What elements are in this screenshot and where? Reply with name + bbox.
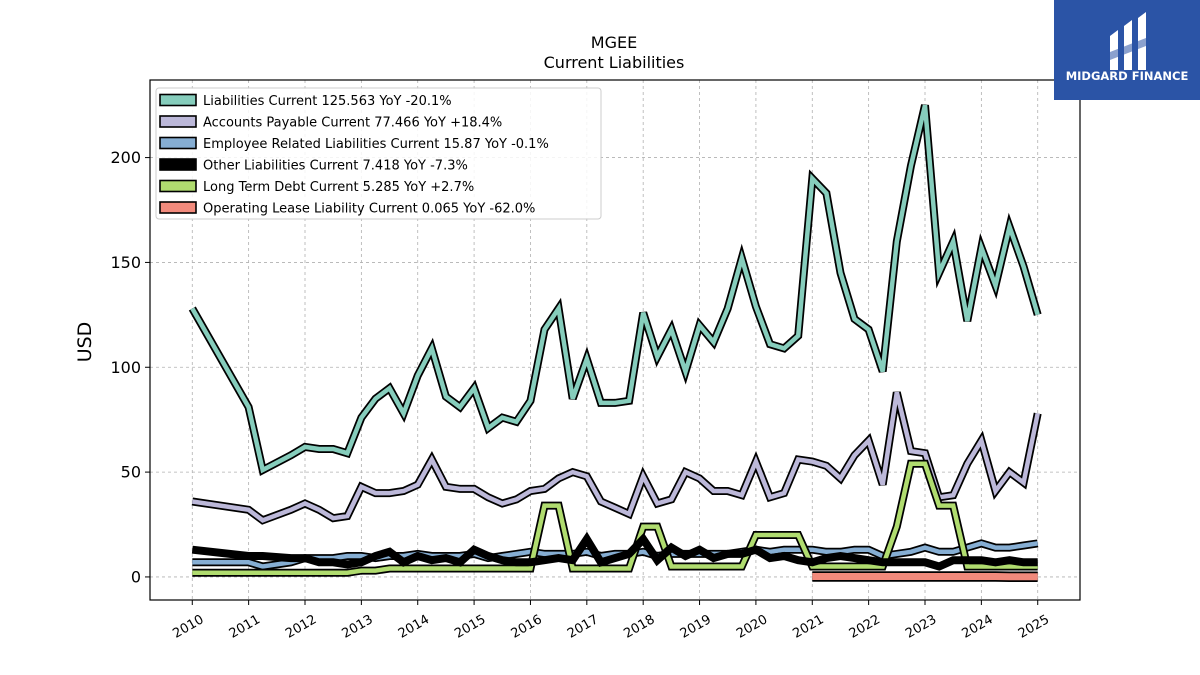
legend-item: Other Liabilities Current 7.418 YoY -7.3… — [159, 158, 468, 174]
legend-swatch — [159, 179, 197, 193]
series-line-other-liabilities-current — [191, 531, 1038, 571]
series-core — [192, 461, 1038, 575]
series-outline — [191, 531, 1038, 571]
y-tick-label: 150 — [110, 253, 141, 272]
legend-item: Employee Related Liabilities Current 15.… — [159, 136, 549, 152]
legend-swatch — [159, 201, 197, 214]
y-axis-label: USD — [74, 322, 96, 363]
series-line-long-term-debt-current — [192, 459, 1038, 577]
series-core — [190, 104, 1040, 474]
plot-area-frame — [149, 79, 1081, 601]
y-tick-label: 0 — [131, 567, 141, 586]
logo-mark-icon — [1110, 12, 1146, 70]
legend-swatch — [159, 136, 197, 150]
y-tick-label: 200 — [110, 148, 141, 167]
legend-label: Other Liabilities Current 7.418 YoY -7.3… — [203, 159, 468, 174]
logo-text: MIDGARD FINANCE — [1066, 69, 1189, 83]
legend-swatch — [159, 115, 197, 128]
legend-swatch — [159, 93, 197, 107]
series-core — [191, 391, 1040, 523]
legend-label: Employee Related Liabilities Current 15.… — [203, 137, 549, 152]
series-line-liabilities-current — [188, 104, 1042, 476]
y-axis: 0 50 100 150 200 — [110, 148, 150, 586]
y-tick-label: 100 — [110, 358, 141, 377]
legend-label: Accounts Payable Current 77.466 YoY +18.… — [203, 116, 502, 131]
chart-subtitle: Current Liabilities — [544, 53, 685, 72]
legend-label: Operating Lease Liability Current 0.065 … — [203, 202, 535, 217]
legend-item: Long Term Debt Current 5.285 YoY +2.7% — [159, 179, 474, 195]
chart-legend: Liabilities Current 125.563 YoY -20.1% Ac… — [155, 87, 602, 220]
y-tick-label: 50 — [121, 463, 141, 482]
legend-swatch — [159, 158, 197, 171]
legend-box — [155, 87, 602, 220]
series-layer — [188, 104, 1042, 583]
legend-item: Accounts Payable Current 77.466 YoY +18.… — [159, 115, 502, 131]
series-line-accounts-payable-current — [191, 391, 1042, 525]
legend-item: Liabilities Current 125.563 YoY -20.1% — [159, 93, 452, 109]
legend-item: Operating Lease Liability Current 0.065 … — [159, 201, 535, 217]
legend-label: Liabilities Current 125.563 YoY -20.1% — [203, 94, 452, 109]
midgard-finance-logo: MIDGARD FINANCE — [1054, 0, 1200, 100]
chart-title: MGEE — [591, 33, 637, 52]
legend-label: Long Term Debt Current 5.285 YoY +2.7% — [203, 180, 474, 195]
